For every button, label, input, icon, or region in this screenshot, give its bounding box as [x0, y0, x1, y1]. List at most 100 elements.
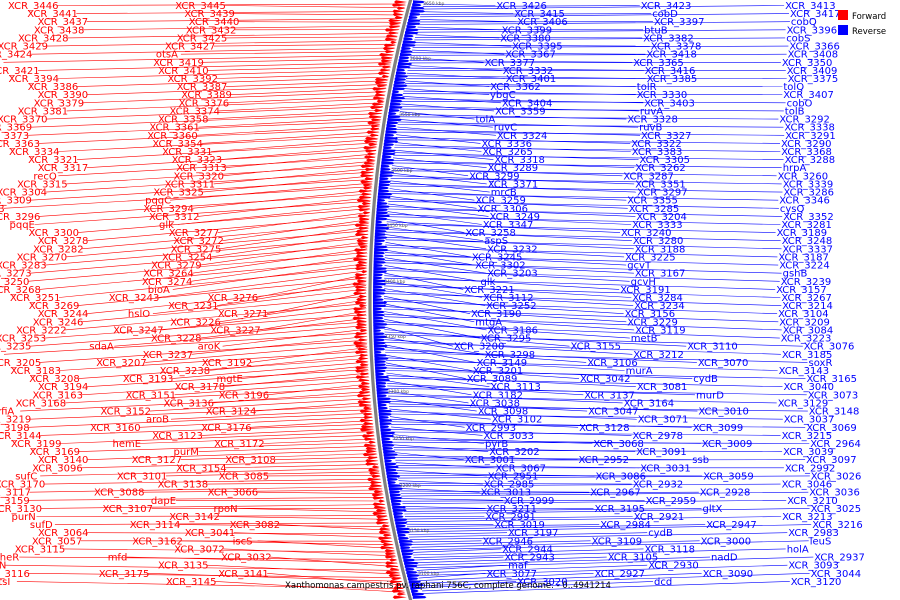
reverse-feature	[408, 15, 418, 20]
forward-feature	[369, 471, 381, 475]
reverse-gene-label: XCR_3155	[571, 342, 622, 353]
reverse-label-connector	[384, 265, 480, 282]
reverse-feature	[390, 496, 403, 500]
forward-feature	[363, 406, 373, 410]
reverse-gene-label: ssb	[692, 455, 709, 466]
reverse-label-connector	[394, 457, 692, 461]
reverse-feature	[392, 508, 407, 513]
forward-gene-label: XCR_3437	[38, 17, 89, 28]
reverse-label-connector	[384, 321, 630, 339]
reverse-label-connector	[385, 362, 466, 379]
reverse-label-connector	[384, 252, 627, 266]
forward-feature	[358, 384, 371, 389]
forward-feature	[360, 381, 371, 385]
reverse-feature	[413, 0, 425, 4]
reverse-gene-label: XCR_3284	[632, 293, 683, 304]
forward-feature	[355, 325, 368, 330]
reverse-label-connector	[384, 285, 781, 298]
reverse-gene-label: XCR_3112	[483, 293, 534, 304]
reverse-gene-label: XCR_3113	[490, 382, 541, 393]
reverse-feature	[389, 490, 401, 494]
reverse-gene-label: XCR_3084	[783, 325, 834, 336]
reverse-gene-label: XCR_3202	[489, 447, 540, 458]
forward-gene-label: XCR_3160	[90, 423, 141, 434]
reverse-feature	[400, 49, 413, 54]
reverse-gene-label: XCR_2978	[633, 431, 684, 442]
reverse-feature	[381, 440, 394, 444]
forward-feature	[382, 46, 396, 51]
forward-label-connector	[27, 252, 368, 282]
legend-reverse-label: Reverse	[852, 27, 886, 37]
reverse-gene-label: XCR_3351	[635, 179, 686, 190]
reverse-label-connector	[383, 293, 782, 306]
reverse-label-connector	[414, 556, 504, 561]
reverse-gene-label: XCR_3033	[484, 431, 535, 442]
reverse-label-connector	[385, 239, 782, 250]
forward-gene-label: pqqC	[145, 196, 171, 207]
reverse-gene-label: XCR_3352	[783, 212, 834, 223]
forward-feature	[383, 533, 392, 537]
forward-label-connector	[157, 270, 367, 298]
forward-label-connector	[213, 43, 396, 47]
reverse-gene-label: XCR_2951	[488, 471, 539, 482]
forward-gene-label: XCR_3178	[175, 382, 226, 393]
reverse-gene-label: murA	[626, 366, 653, 377]
legend: Forward Reverse	[838, 10, 886, 37]
reverse-feature	[376, 381, 387, 385]
reverse-gene-label: XCR_2952	[579, 455, 630, 466]
forward-gene-label: XCR_3390	[38, 90, 89, 101]
forward-gene-label: XCR_3389	[181, 90, 232, 101]
reverse-feature	[392, 505, 406, 509]
forward-label-connector	[39, 339, 367, 363]
forward-feature	[363, 139, 379, 144]
reverse-gene-label: XCR_3000	[701, 536, 752, 547]
reverse-gene-label: XCR_3347	[483, 220, 534, 231]
reverse-gene-label: XCR_2921	[634, 512, 685, 523]
reverse-feature	[373, 338, 385, 342]
forward-feature	[372, 102, 385, 106]
reverse-feature	[394, 80, 406, 85]
reverse-feature	[401, 46, 411, 51]
reverse-gene-label: XCR_3128	[579, 423, 630, 434]
reverse-label-connector	[391, 170, 777, 177]
reverse-feature	[375, 223, 388, 227]
forward-gene-label: XCR_3394	[9, 74, 60, 85]
forward-gene-label: XCR_3271	[218, 309, 269, 320]
reverse-gene-label: XCR_3223	[781, 334, 832, 345]
reverse-feature	[373, 251, 386, 255]
reverse-label-connector	[384, 288, 486, 306]
reverse-gene-label: cobD	[652, 9, 678, 20]
reverse-label-connector	[394, 142, 482, 152]
reverse-label-connector	[422, 581, 790, 594]
reverse-label-connector	[412, 45, 789, 48]
reverse-feature	[373, 260, 386, 265]
reverse-feature	[405, 567, 415, 571]
reverse-feature	[380, 167, 391, 172]
reverse-feature	[373, 270, 388, 274]
reverse-feature	[385, 133, 395, 137]
forward-gene-label: XCR_3334	[9, 147, 60, 158]
forward-label-connector	[192, 190, 372, 209]
reverse-feature	[373, 316, 384, 320]
forward-gene-label: XCR_3374	[170, 106, 221, 117]
reverse-label-connector	[383, 301, 778, 314]
forward-label-connector	[222, 219, 369, 241]
reverse-gene-label: XCR_3093	[788, 561, 839, 572]
reverse-label-connector	[395, 462, 495, 469]
forward-label-connector	[270, 556, 398, 568]
reverse-feature	[380, 164, 390, 168]
reverse-feature	[386, 474, 401, 478]
forward-label-connector	[81, 296, 367, 323]
forward-gene-label: XCR_3199	[11, 439, 62, 450]
reverse-label-connector	[384, 270, 780, 282]
forward-feature	[380, 59, 393, 63]
forward-gene-label: XCR_3421	[0, 66, 40, 77]
reverse-gene-label: XCR_3067	[496, 463, 547, 474]
forward-feature	[356, 322, 368, 327]
forward-feature	[362, 183, 373, 187]
forward-feature	[354, 248, 369, 252]
reverse-gene-label: XCR_3399	[502, 25, 553, 36]
forward-gene-label: XCR_3057	[32, 536, 83, 547]
reverse-gene-label: XCR_3019	[494, 520, 545, 531]
forward-feature	[363, 415, 374, 420]
